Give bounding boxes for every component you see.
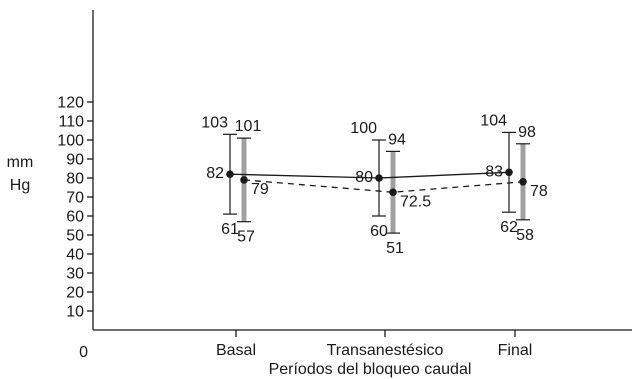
y-tick-label: 60	[66, 209, 84, 226]
mean-value-label: 72.5	[400, 193, 431, 210]
x-tick-label: Basal	[216, 342, 256, 359]
series-line	[243, 179, 524, 193]
y-tick-label: 10	[66, 304, 84, 321]
data-point	[389, 188, 397, 197]
axes	[92, 10, 632, 331]
y-tick-label: 120	[57, 95, 84, 112]
upper-value-label: 100	[350, 120, 377, 137]
lower-value-label: 51	[386, 240, 404, 257]
data-point	[505, 168, 513, 177]
y-tick-label: 40	[66, 247, 84, 264]
y-axis-label-line-2: Hg	[10, 177, 30, 194]
mean-value-label: 83	[485, 163, 503, 180]
upper-value-label: 98	[518, 124, 536, 141]
lower-value-label: 58	[516, 227, 534, 244]
y-tick-label: 100	[57, 133, 84, 150]
mean-value-label: 78	[530, 183, 548, 200]
mean-value-label: 79	[251, 181, 269, 198]
x-tick-label: Transanestésico	[327, 342, 444, 359]
mean-value-label: 80	[355, 169, 373, 186]
x-ticks: Basal Transanestésico Final	[216, 330, 532, 359]
upper-value-label: 103	[201, 114, 228, 131]
y-ticks: 10 20 30 40 50 60 70 80 90 100 110 120	[57, 95, 93, 321]
y-tick-label: 110	[58, 114, 84, 131]
lower-value-label: 57	[237, 229, 255, 246]
x-axis-label: Períodos del bloqueo caudal	[269, 361, 472, 378]
y-tick-label: 30	[66, 266, 84, 283]
upper-value-label: 101	[235, 118, 262, 135]
series-layer	[223, 131, 530, 234]
origin-label: 0	[79, 344, 88, 361]
y-tick-label: 50	[66, 228, 84, 245]
y-axis-label-line-1: mm	[7, 154, 34, 171]
data-point	[240, 176, 248, 184]
upper-value-label: 94	[388, 131, 406, 148]
y-tick-label: 20	[66, 285, 84, 302]
lower-value-label: 61	[221, 221, 239, 238]
data-point	[226, 170, 234, 178]
lower-value-label: 60	[370, 223, 388, 240]
upper-value-label: 104	[480, 112, 507, 129]
y-tick-label: 70	[66, 190, 84, 207]
y-tick-label: 90	[66, 152, 84, 169]
y-tick-label: 80	[66, 171, 84, 188]
data-point	[375, 174, 383, 182]
labels-layer: 0 mm Hg Períodos del bloqueo caudal 103 8…	[7, 112, 548, 378]
lower-value-label: 62	[500, 219, 518, 236]
mean-value-label: 82	[206, 165, 224, 182]
data-point	[519, 178, 527, 186]
x-tick-label: Final	[498, 342, 533, 359]
